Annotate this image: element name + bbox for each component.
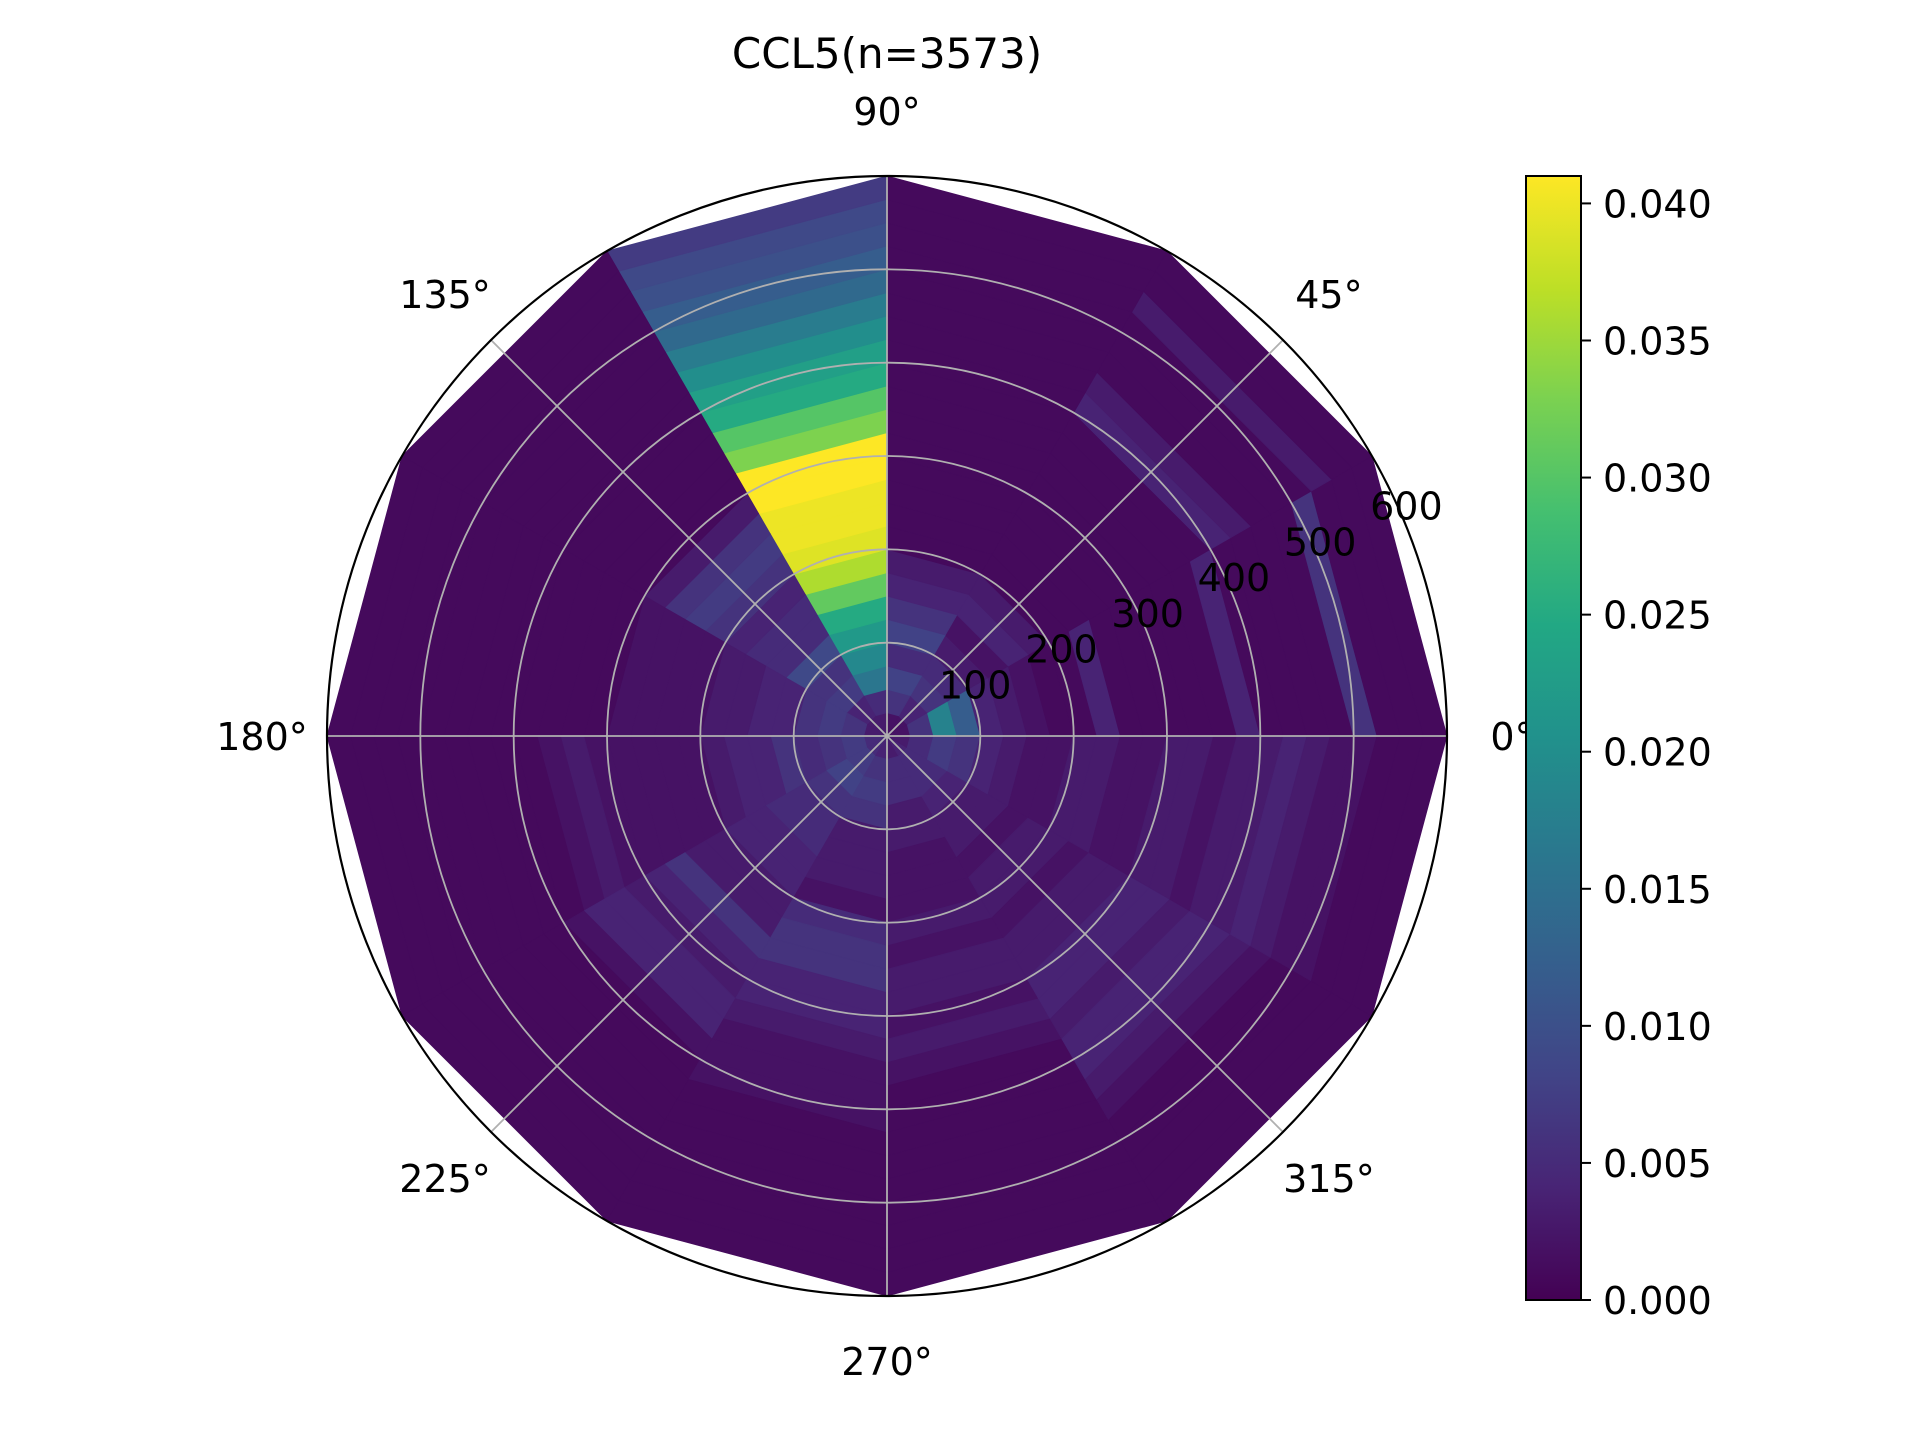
colorbar-tick-label: 0.035 [1603, 319, 1712, 363]
radial-tick-label: 600 [1370, 485, 1443, 529]
radial-tick-label: 100 [939, 663, 1012, 707]
angular-grid-line [886, 339, 1284, 737]
chart-title: CCL5(n=3573) [732, 29, 1042, 78]
polar-grid [327, 176, 1447, 1296]
colorbar-ticks: 0.000 0.005 0.010 0.015 0.020 0.025 0.030 0.035… [1581, 182, 1712, 1323]
theta-tick-label: 90° [853, 90, 920, 134]
theta-tick-label: 180° [216, 715, 308, 759]
colorbar-tick-label: 0.025 [1603, 594, 1712, 638]
colorbar-tick-label: 0.015 [1603, 868, 1712, 912]
angular-grid-line [490, 339, 888, 737]
radial-tick-label: 500 [1284, 520, 1357, 564]
polar-outer-frame [325, 174, 1449, 1298]
radial-tick-label: 200 [1025, 628, 1098, 672]
colorbar-tick-label: 0.020 [1603, 731, 1712, 775]
heatmap-cells [326, 175, 1448, 1297]
colorbar-tick-label: 0.030 [1603, 457, 1712, 501]
angular-grid-line [886, 735, 1284, 1133]
theta-tick-label: 225° [399, 1157, 491, 1201]
radial-tick-labels: 100 200 300 400 500 600 [939, 485, 1443, 708]
colorbar-tick-label: 0.005 [1603, 1142, 1712, 1186]
colorbar-tick-label: 0.010 [1603, 1005, 1712, 1049]
colorbar: 0.000 0.005 0.010 0.015 0.020 0.025 0.030 0.035… [1525, 175, 1712, 1323]
colorbar-tick-label: 0.000 [1603, 1279, 1712, 1323]
theta-tick-label: 135° [399, 273, 491, 317]
theta-tick-labels: 0°45°90°135°180°225°270°315° [216, 90, 1533, 1384]
angular-grid-line [490, 735, 888, 1133]
theta-tick-label: 270° [841, 1340, 933, 1384]
colorbar-tick-label: 0.040 [1603, 182, 1712, 226]
radial-tick-label: 400 [1198, 556, 1271, 600]
radial-tick-label: 300 [1111, 592, 1184, 636]
colorbar-gradient [1525, 175, 1582, 1301]
theta-tick-label: 45° [1295, 273, 1362, 317]
theta-tick-label: 315° [1283, 1157, 1375, 1201]
